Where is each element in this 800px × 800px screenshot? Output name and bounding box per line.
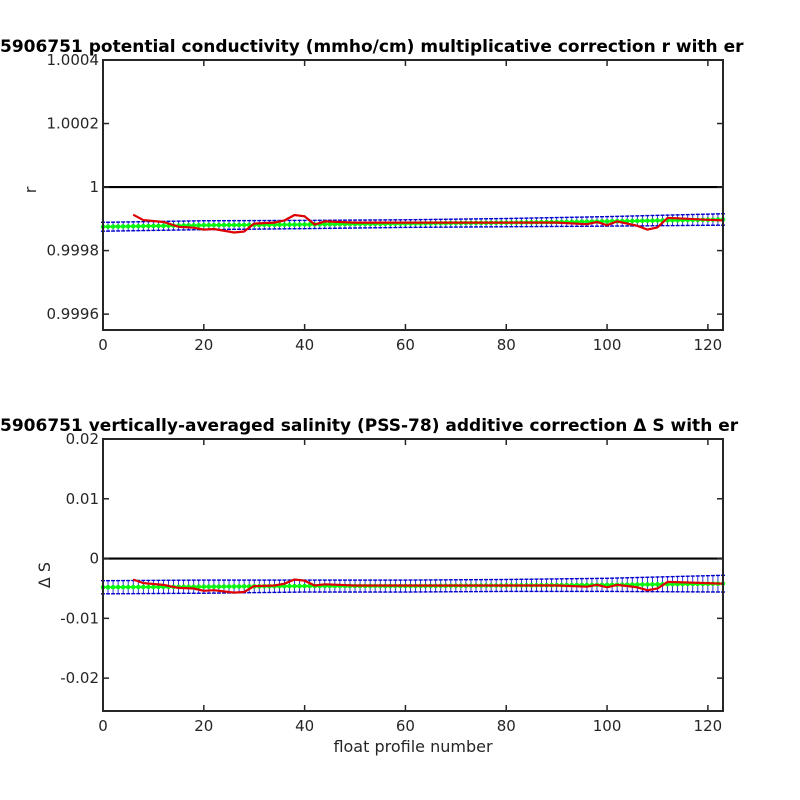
y-tick-label: -0.01 [60, 609, 99, 627]
x-tick-label: 100 [593, 336, 622, 354]
y-tick-label: 0 [89, 550, 99, 568]
y-tick-label: 0.01 [66, 490, 99, 508]
x-tick-label: 80 [497, 717, 516, 735]
x-tick-label: 20 [194, 336, 213, 354]
y-tick-label: 1.0002 [47, 115, 100, 133]
panel-title: 5906751 vertically-averaged salinity (PS… [0, 416, 739, 436]
x-tick-label: 40 [295, 336, 314, 354]
axes-frame [102, 59, 724, 331]
x-tick-label: 80 [497, 336, 516, 354]
x-tick-label: 0 [98, 717, 108, 735]
panel-title: 5906751 potential conductivity (mmho/cm)… [0, 37, 744, 57]
y-tick-label: -0.02 [60, 669, 99, 687]
profile-estimate-line [132, 578, 724, 594]
profile-estimate-line [132, 213, 724, 234]
axes-frame [102, 438, 724, 712]
x-tick-label: 60 [396, 336, 415, 354]
x-tick-label: 100 [593, 717, 622, 735]
y-tick-label: 0.9996 [47, 305, 100, 323]
error-bars [101, 213, 725, 232]
x-tick-label: 60 [396, 717, 415, 735]
y-tick-label: 0.02 [66, 430, 99, 448]
x-tick-label: 0 [98, 336, 108, 354]
x-tick-label: 20 [194, 717, 213, 735]
x-tick-label: 120 [694, 717, 723, 735]
y-tick-label: 1 [89, 178, 99, 196]
salinity-correction-panel: 5906751 vertically-averaged salinity (PS… [0, 416, 739, 756]
x-tick-label: 120 [694, 336, 723, 354]
y-tick-label: 0.9998 [47, 242, 100, 260]
y-axis-label: Δ S [35, 562, 54, 588]
conductivity-correction-panel: 5906751 potential conductivity (mmho/cm)… [0, 37, 744, 354]
x-tick-label: 40 [295, 717, 314, 735]
y-tick-label: 1.0004 [47, 51, 100, 69]
y-axis-label: r [21, 186, 40, 193]
plot-area: 0 20 40 60 80 100 120 0.9996 0.9998 1 1.0002 1.0004 [47, 51, 726, 354]
x-axis-label: float profile number [333, 737, 493, 756]
plot-area: 0 20 40 60 80 100 120 -0.02 -0.01 0 0.01 0.02 [60, 430, 726, 735]
